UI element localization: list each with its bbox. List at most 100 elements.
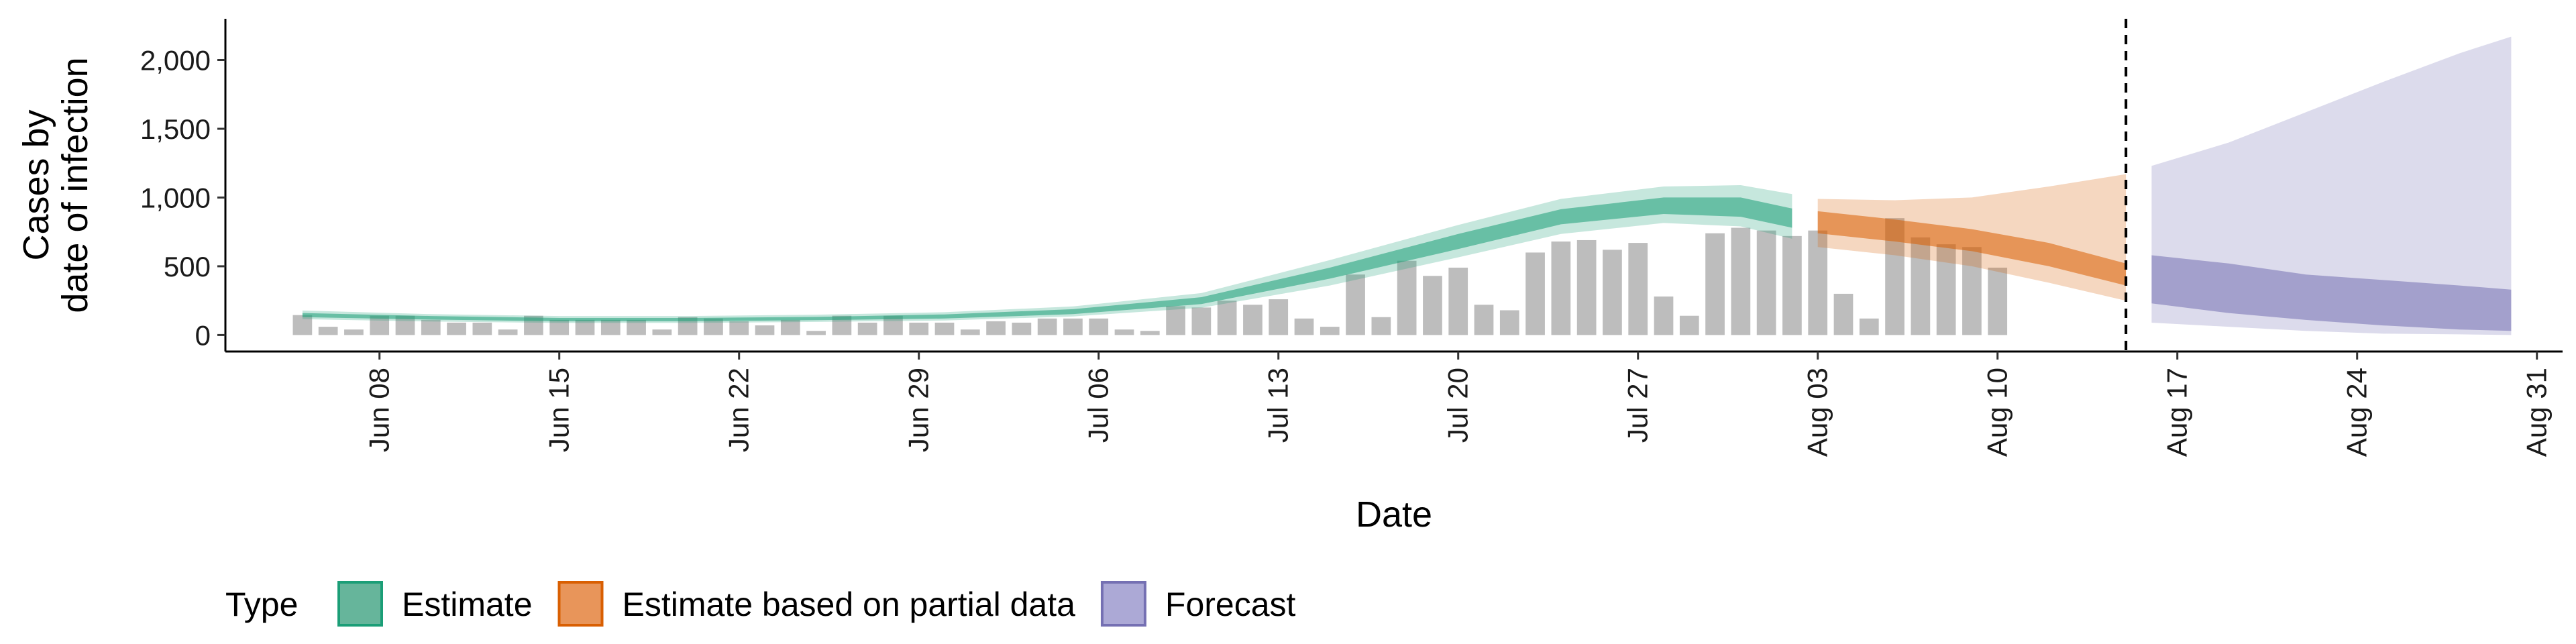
y-tick-label: 0 (195, 319, 211, 351)
reported-case-bar (960, 329, 980, 335)
reported-case-bar (472, 322, 492, 335)
reported-case-bar (1346, 274, 1365, 335)
y-tick-label: 1,500 (140, 113, 211, 145)
reported-case-bar (370, 315, 390, 335)
reported-case-bar (1217, 301, 1237, 335)
estimate-band-50 (302, 197, 1792, 321)
reported-case-bar (1525, 252, 1545, 335)
legend-label-estimate: Estimate (402, 586, 533, 623)
reported-case-bar (1859, 318, 1879, 335)
reported-case-bar (1962, 247, 1982, 335)
reported-case-bar (1269, 299, 1289, 335)
legend-title: Type (225, 586, 298, 623)
reported-case-bar (1294, 318, 1314, 335)
reported-case-bar (344, 329, 364, 335)
x-tick-label: Aug 10 (1982, 368, 2013, 457)
reported-case-bar (1911, 237, 1931, 335)
reported-case-bar (1089, 318, 1109, 335)
reported-case-bar (549, 319, 570, 335)
reported-case-bar (1576, 239, 1597, 335)
reported-case-bar (1936, 244, 1956, 335)
reported-case-bar (318, 327, 338, 335)
reported-case-bar (1166, 306, 1185, 335)
reported-case-bar (1448, 267, 1468, 335)
reported-case-bar (600, 319, 621, 335)
reported-case-bar (1705, 233, 1725, 335)
reported-case-bar (1628, 243, 1648, 335)
y-axis-title-line: date of infection (55, 57, 95, 313)
reported-case-bar (1731, 227, 1751, 335)
reported-case-bar (1191, 307, 1212, 335)
legend-label-estimate-based-on-partial-data: Estimate based on partial data (623, 586, 1076, 623)
y-axis-title-line: Cases by (16, 109, 56, 260)
reported-case-bar (1833, 293, 1854, 335)
forecast-band-50 (2151, 255, 2512, 331)
x-tick-label: Aug 31 (2521, 368, 2553, 457)
x-tick-label: Aug 17 (2161, 368, 2193, 457)
reported-case-bar (780, 319, 800, 335)
reported-case-bar (704, 318, 723, 335)
estimate-based-on-partial-data-band-50 (1817, 211, 2127, 286)
axes (224, 19, 2563, 353)
reported-case-bar (1551, 241, 1571, 335)
reported-case-bar (806, 331, 826, 335)
legend-swatch-forecast (1100, 581, 1146, 627)
x-tick-label: Jun 08 (364, 368, 395, 452)
reported-case-bar (1679, 315, 1699, 335)
reported-case-bar (1063, 318, 1083, 335)
x-tick-label: Jul 20 (1442, 368, 1474, 443)
reported-case-bar (986, 321, 1006, 335)
x-tick-label: Jun 29 (903, 368, 934, 452)
reported-case-bar (421, 319, 441, 335)
reported-case-bar (857, 322, 877, 335)
reported-case-bar (909, 322, 929, 335)
reported-case-bar (729, 321, 749, 335)
y-tick-label: 2,000 (140, 44, 211, 76)
reported-case-bar (652, 329, 672, 335)
reported-case-bar (1474, 305, 1494, 335)
x-tick-label: Aug 03 (1802, 368, 1833, 457)
legend: Type Estimate Estimate based on partial da… (225, 581, 1296, 627)
reported-case-bar (1140, 331, 1160, 335)
y-tick-label: 1,000 (140, 182, 211, 213)
reported-case-bar (498, 329, 518, 335)
reported-case-bar (1756, 230, 1776, 335)
legend-swatch-estimate-based-on-partial-data (557, 581, 604, 627)
x-tick-label: Jul 13 (1263, 368, 1294, 443)
reported-case-bar (1654, 297, 1674, 335)
reported-case-bar (1114, 329, 1134, 335)
forecast-band-90 (2151, 36, 2512, 335)
x-tick-label: Jun 15 (543, 368, 575, 452)
x-axis-title: Date (1356, 494, 1432, 535)
reported-case-bar (1808, 230, 1828, 335)
reported-case-bar (1037, 318, 1057, 335)
estimate-band-90 (302, 185, 1792, 323)
reported-case-bar (1371, 317, 1391, 335)
reported-cases-bars (292, 218, 2008, 335)
tick-labels: Jun 08 Jun 15 Jun 22 Jun 29 Jul 06 Jul 13 Jul … (140, 44, 2553, 457)
legend-swatch-estimate (337, 581, 383, 627)
reported-case-bar (447, 322, 466, 335)
reported-case-bar (934, 322, 955, 335)
reported-case-bar (1499, 310, 1519, 335)
reported-case-bar (575, 319, 595, 335)
reported-case-bar (1320, 327, 1340, 335)
reported-case-bar (1782, 235, 1802, 335)
reported-case-bar (1423, 276, 1442, 335)
x-tick-label: Jun 22 (723, 368, 755, 452)
reported-case-bar (1988, 267, 2008, 335)
legend-label-forecast: Forecast (1165, 586, 1296, 623)
reported-case-bar (1603, 250, 1622, 335)
reported-case-bar (1243, 305, 1263, 335)
x-tick-label: Aug 24 (2341, 368, 2373, 457)
estimate-bands (302, 36, 2512, 335)
x-tick-label: Jul 27 (1622, 368, 1654, 443)
reported-case-bar (755, 325, 775, 335)
y-tick-label: 500 (164, 251, 211, 282)
reported-case-bar (292, 315, 313, 335)
x-tick-label: Jul 06 (1083, 368, 1114, 443)
reported-case-bar (1012, 322, 1032, 335)
